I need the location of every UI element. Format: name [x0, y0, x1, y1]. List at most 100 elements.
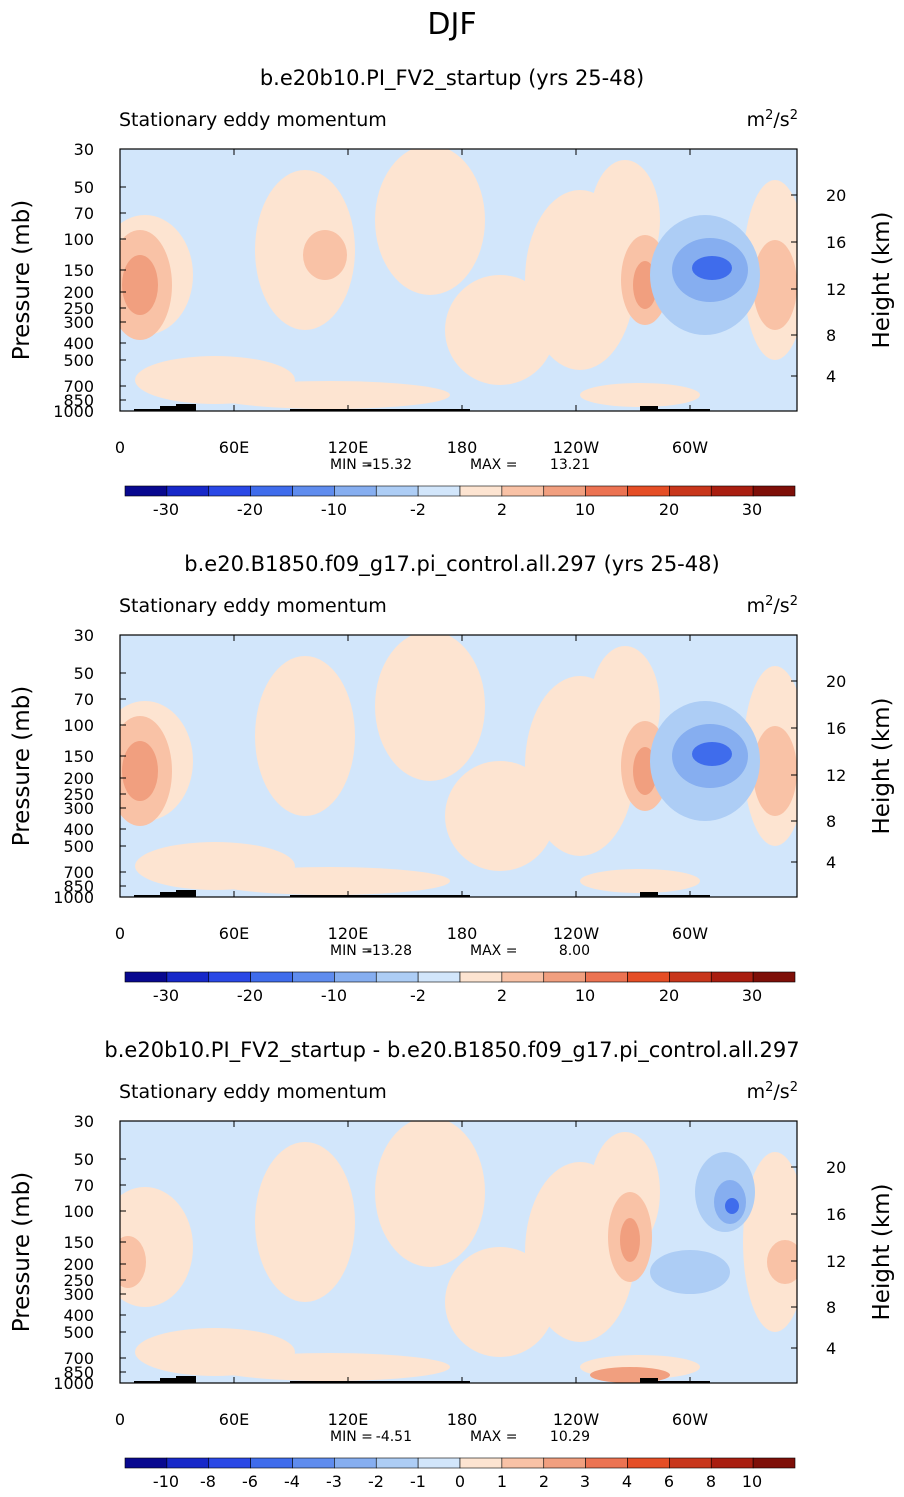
pressure-tick-label: 850 — [63, 391, 94, 410]
pressure-tick-label: 250 — [63, 1271, 94, 1290]
colorbar-box — [250, 971, 293, 983]
colorbar-label: 2 — [497, 986, 507, 1005]
pos-core-west-inner — [122, 741, 158, 801]
height-tick-label: 4 — [826, 367, 836, 386]
plot-frame — [119, 634, 798, 898]
y-axis-label: Pressure (mb) — [9, 200, 35, 360]
lon-tick-label: 60W — [672, 924, 708, 943]
pos-region-dateline — [375, 1121, 485, 1267]
pressure-tick-label: 50 — [74, 664, 94, 683]
colorbar-label: 6 — [664, 1472, 674, 1491]
lon-tick-label: 180 — [447, 1410, 478, 1429]
topography — [290, 1381, 370, 1383]
colorbar-box — [124, 1457, 168, 1469]
colorbar-box — [627, 971, 670, 983]
pos-core-west-inner — [122, 255, 158, 315]
colorbar-label: 20 — [659, 500, 679, 519]
colorbar-box — [250, 485, 293, 497]
colorbar-box — [752, 971, 796, 983]
pos-region-surface-2 — [580, 869, 700, 893]
colorbar-box — [375, 1457, 419, 1469]
y2-axis-label: Height (km) — [869, 211, 895, 348]
colorbar-box — [710, 1457, 754, 1469]
colorbar-label: 2 — [539, 1472, 549, 1491]
colorbar-label: 2 — [497, 500, 507, 519]
colorbar-label: -30 — [153, 986, 179, 1005]
variable-label: Stationary eddy momentum — [119, 1081, 387, 1103]
pressure-tick-label: 500 — [63, 351, 94, 370]
colorbar-label: 10 — [742, 1472, 762, 1491]
colorbar-box — [669, 1457, 712, 1469]
pos-region-surface-2 — [580, 383, 700, 407]
colorbar-box — [124, 485, 168, 497]
topography — [176, 404, 196, 411]
pos-region-surface — [210, 381, 450, 409]
colorbar-box — [292, 1457, 335, 1469]
lon-tick-label: 60E — [219, 438, 249, 457]
max-value: 10.29 — [550, 1429, 590, 1445]
colorbar-box — [585, 1457, 628, 1469]
max-value: 13.21 — [550, 457, 590, 473]
colorbar-box — [334, 1457, 377, 1469]
units-label: m2/s2 — [747, 1080, 798, 1103]
topography — [640, 892, 658, 897]
colorbar-label: -3 — [326, 1472, 342, 1491]
colorbar-label: 1 — [497, 1472, 507, 1491]
height-tick-label: 16 — [826, 719, 846, 738]
units-label: m2/s2 — [747, 108, 798, 131]
lon-tick-label: 60W — [672, 1410, 708, 1429]
pressure-tick-label: 250 — [63, 785, 94, 804]
pos-region-mid — [255, 656, 355, 816]
height-tick-label: 8 — [826, 812, 836, 831]
colorbar-label: -1 — [410, 1472, 426, 1491]
colorbar-box — [669, 971, 712, 983]
height-tick-label: 20 — [826, 1158, 846, 1177]
height-tick-label: 8 — [826, 1298, 836, 1317]
lon-tick-label: 120W — [553, 438, 600, 457]
max-value: 8.00 — [559, 943, 590, 959]
pressure-tick-label: 100 — [63, 230, 94, 249]
colorbar-box — [166, 971, 210, 983]
topography — [360, 409, 470, 411]
pressure-tick-label: 850 — [63, 1363, 94, 1382]
colorbar-label: 8 — [706, 1472, 716, 1491]
pressure-tick-label: 300 — [63, 799, 94, 818]
min-value: -15.32 — [367, 457, 412, 473]
pressure-tick-label: 70 — [74, 690, 94, 709]
pos-core-mid — [303, 230, 347, 280]
pressure-tick-label: 70 — [74, 204, 94, 223]
pressure-tick-label: 150 — [63, 747, 94, 766]
pressure-tick-label: 200 — [63, 1255, 94, 1274]
units-mid: /s — [773, 109, 789, 131]
pos-core-far-east — [767, 1240, 797, 1284]
plot-frame — [119, 148, 798, 412]
colorbar-box — [627, 1457, 670, 1469]
topography — [176, 890, 196, 897]
colorbar-box — [501, 971, 545, 983]
panel-1: b.e20b10.PI_FV2_startup (yrs 25-48) Stati… — [9, 66, 895, 519]
pressure-tick-label: 50 — [74, 1150, 94, 1169]
units-base: m — [747, 595, 766, 617]
colorbar-box — [208, 971, 251, 983]
colorbar-box — [124, 971, 168, 983]
lon-tick-label: 120W — [553, 924, 600, 943]
height-tick-label: 12 — [826, 1252, 846, 1271]
colorbar-label: -30 — [153, 500, 179, 519]
variable-label: Stationary eddy momentum — [119, 595, 387, 617]
pressure-tick-label: 300 — [63, 1285, 94, 1304]
pressure-tick-label: 1000 — [53, 888, 94, 907]
contour-field — [120, 149, 797, 411]
lon-tick-label: 120E — [328, 924, 369, 943]
colorbar-box — [585, 971, 628, 983]
topography — [160, 1378, 178, 1383]
plot-frame — [119, 1120, 798, 1384]
colorbar-box — [292, 485, 335, 497]
colorbar-box — [669, 485, 712, 497]
min-label: MIN = — [330, 943, 373, 959]
pressure-tick-label: 30 — [74, 140, 94, 159]
panel-title: b.e20.B1850.f09_g17.pi_control.all.297 (… — [184, 552, 719, 577]
colorbar-box — [166, 485, 210, 497]
colorbar-label: -20 — [237, 986, 263, 1005]
topography — [656, 1381, 710, 1383]
lon-tick-label: 120E — [328, 438, 369, 457]
